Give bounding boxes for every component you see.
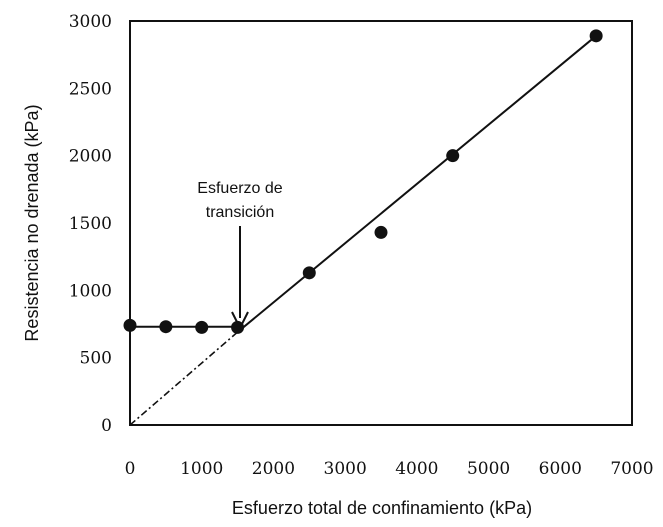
y-tick-label: 2000 — [69, 147, 112, 167]
data-point-5 — [374, 225, 388, 239]
annotation-line-1: Esfuerzo de — [197, 180, 282, 197]
x-tick-label: 5000 — [467, 459, 510, 479]
annotation-line-2: transición — [206, 204, 274, 221]
y-tick-label: 0 — [101, 416, 112, 436]
y-tick-label: 3000 — [69, 12, 112, 32]
data-point-2 — [195, 320, 209, 334]
y-axis-title: Resistencia no drenada (kPa) — [22, 104, 42, 341]
y-tick-label: 500 — [80, 349, 112, 369]
transition-annotation: Esfuerzo de transición — [197, 180, 283, 331]
x-tick-label: 2000 — [252, 459, 295, 479]
x-tick-label: 0 — [125, 459, 136, 479]
data-point-7 — [589, 29, 603, 43]
x-tick-label: 7000 — [610, 459, 653, 479]
data-point-4 — [302, 266, 316, 280]
y-tick-label: 1000 — [69, 281, 112, 301]
y-tick-label: 2500 — [69, 79, 112, 99]
x-axis-title: Esfuerzo total de confinamiento (kPa) — [232, 498, 532, 518]
x-tick-label: 1000 — [180, 459, 223, 479]
fit-line-solid — [236, 35, 597, 333]
x-tick-label: 4000 — [395, 459, 438, 479]
y-tick-label: 1500 — [69, 214, 112, 234]
x-tick-label: 6000 — [539, 459, 582, 479]
data-point-3 — [231, 320, 245, 334]
data-point-6 — [446, 149, 460, 163]
annotation-arrow-head — [231, 311, 249, 331]
fit-line-dash-dot — [129, 331, 239, 426]
plot-frame — [129, 20, 633, 426]
plot-points — [123, 29, 603, 334]
x-tick-label: 3000 — [324, 459, 367, 479]
data-point-1 — [159, 320, 173, 334]
x-axis-ticks: 0 1000 2000 3000 4000 5000 6000 7000 — [125, 459, 654, 479]
y-axis-ticks: 0 500 1000 1500 2000 2500 3000 — [69, 12, 112, 436]
plot-lines — [129, 35, 597, 426]
